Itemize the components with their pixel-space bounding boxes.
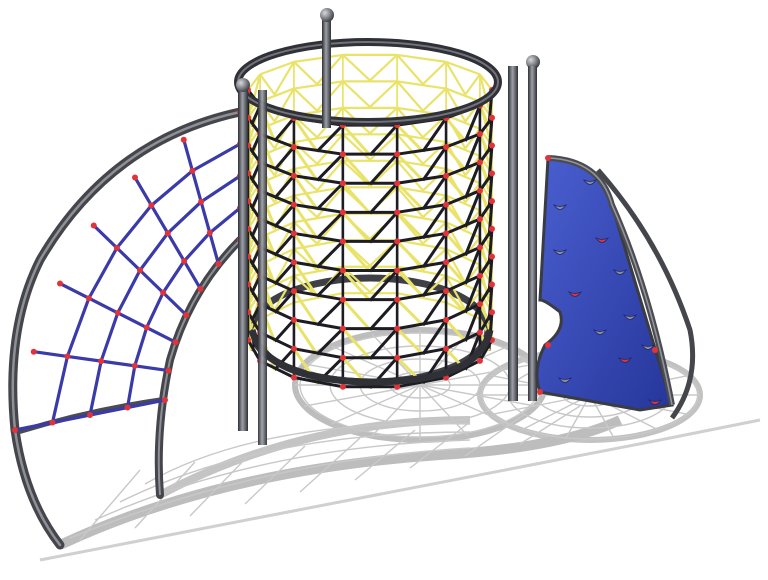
ground-shadow bbox=[39, 327, 761, 562]
post-left bbox=[236, 78, 267, 445]
steel-posts bbox=[236, 8, 540, 445]
post-center bbox=[320, 8, 334, 128]
blue-climbing-wall-panel bbox=[535, 155, 696, 420]
post-right bbox=[508, 55, 540, 401]
curved-blue-net-frame bbox=[8, 107, 245, 550]
